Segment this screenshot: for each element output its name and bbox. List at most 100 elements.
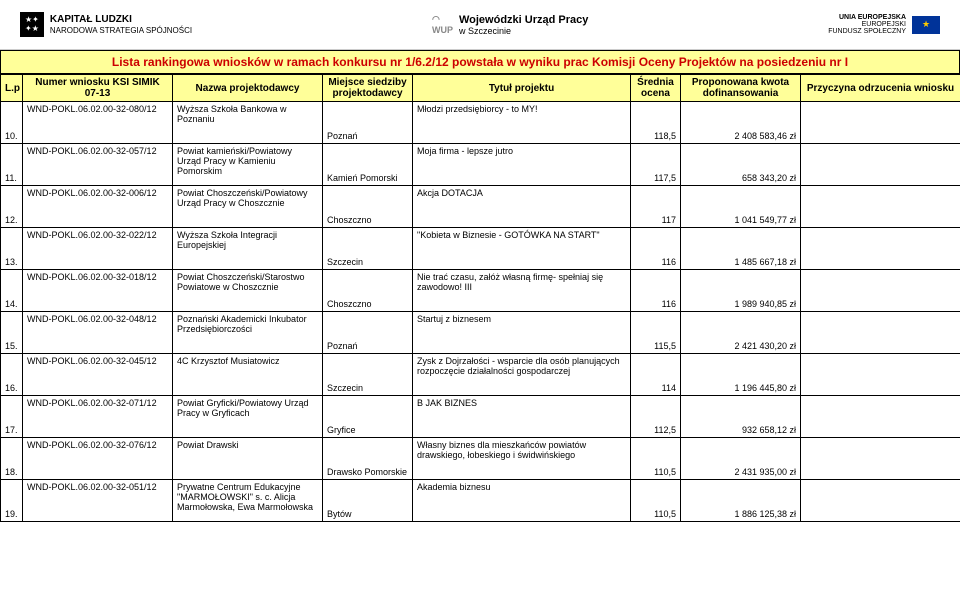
cell-tytul: Własny biznes dla mieszkańców powiatów d… (413, 438, 631, 480)
cell-tytul: B JAK BIZNES (413, 396, 631, 438)
right-logo: UNIA EUROPEJSKA EUROPEJSKI FUNDUSZ SPOŁE… (828, 14, 940, 35)
cell-numer: WND-POKL.06.02.00-32-045/12 (23, 354, 173, 396)
cell-miejsce: Poznań (323, 312, 413, 354)
kapital-ludzki-icon: ★✦✦★ (20, 12, 44, 38)
cell-miejsce: Kamień Pomorski (323, 144, 413, 186)
table-row: 13.WND-POKL.06.02.00-32-022/12Wyższa Szk… (1, 228, 960, 270)
cell-lp: 17. (1, 396, 23, 438)
cell-tytul: Zysk z Dojrzałości - wsparcie dla osób p… (413, 354, 631, 396)
cell-numer: WND-POKL.06.02.00-32-006/12 (23, 186, 173, 228)
wup-arc-icon: ◠WUP (432, 14, 453, 35)
cell-przyczyna (801, 144, 960, 186)
cell-tytul: Młodzi przedsiębiorcy - to MY! (413, 102, 631, 144)
cell-przyczyna (801, 270, 960, 312)
table-row: 10.WND-POKL.06.02.00-32-080/12Wyższa Szk… (1, 102, 960, 144)
cell-ocena: 115,5 (631, 312, 681, 354)
table-row: 12.WND-POKL.06.02.00-32-006/12Powiat Cho… (1, 186, 960, 228)
cell-numer: WND-POKL.06.02.00-32-071/12 (23, 396, 173, 438)
cell-projektodawca: Wyższa Szkoła Integracji Europejskiej (173, 228, 323, 270)
cell-projektodawca: Powiat Drawski (173, 438, 323, 480)
cell-lp: 16. (1, 354, 23, 396)
cell-przyczyna (801, 102, 960, 144)
cell-przyczyna (801, 228, 960, 270)
eu-flag-icon: ★ (912, 16, 940, 34)
cell-ocena: 110,5 (631, 480, 681, 522)
cell-projektodawca: Prywatne Centrum Edukacyjne "MARMOŁOWSKI… (173, 480, 323, 522)
cell-kwota: 658 343,20 zł (681, 144, 801, 186)
cell-lp: 12. (1, 186, 23, 228)
cell-ocena: 118,5 (631, 102, 681, 144)
cell-lp: 14. (1, 270, 23, 312)
cell-projektodawca: Wyższa Szkoła Bankowa w Poznaniu (173, 102, 323, 144)
cell-miejsce: Bytów (323, 480, 413, 522)
cell-lp: 13. (1, 228, 23, 270)
cell-miejsce: Poznań (323, 102, 413, 144)
col-nazwa: Nazwa projektodawcy (173, 75, 323, 102)
left-logo-text: KAPITAŁ LUDZKI NARODOWA STRATEGIA SPÓJNO… (50, 14, 192, 36)
table-row: 15.WND-POKL.06.02.00-32-048/12Poznański … (1, 312, 960, 354)
cell-projektodawca: Poznański Akademicki Inkubator Przedsięb… (173, 312, 323, 354)
col-ocena: Średnia ocena (631, 75, 681, 102)
cell-numer: WND-POKL.06.02.00-32-076/12 (23, 438, 173, 480)
cell-lp: 15. (1, 312, 23, 354)
cell-kwota: 1 041 549,77 zł (681, 186, 801, 228)
right-logo-title: UNIA EUROPEJSKA (828, 14, 906, 21)
cell-ocena: 117,5 (631, 144, 681, 186)
left-logo: ★✦✦★ KAPITAŁ LUDZKI NARODOWA STRATEGIA S… (20, 12, 192, 38)
cell-tytul: Akademia biznesu (413, 480, 631, 522)
cell-przyczyna (801, 354, 960, 396)
cell-ocena: 114 (631, 354, 681, 396)
cell-ocena: 116 (631, 270, 681, 312)
cell-numer: WND-POKL.06.02.00-32-022/12 (23, 228, 173, 270)
col-kwota: Proponowana kwota dofinansowania (681, 75, 801, 102)
right-logo-sub1: EUROPEJSKI (828, 21, 906, 28)
cell-miejsce: Gryfice (323, 396, 413, 438)
col-tytul: Tytuł projektu (413, 75, 631, 102)
cell-kwota: 2 431 935,00 zł (681, 438, 801, 480)
cell-przyczyna (801, 186, 960, 228)
top-logo-bar: ★✦✦★ KAPITAŁ LUDZKI NARODOWA STRATEGIA S… (0, 0, 960, 50)
cell-tytul: Moja firma - lepsze jutro (413, 144, 631, 186)
table-row: 17.WND-POKL.06.02.00-32-071/12Powiat Gry… (1, 396, 960, 438)
cell-projektodawca: Powiat Choszczeński/Powiatowy Urząd Prac… (173, 186, 323, 228)
table-row: 11.WND-POKL.06.02.00-32-057/12Powiat kam… (1, 144, 960, 186)
cell-kwota: 1 886 125,38 zł (681, 480, 801, 522)
right-logo-text: UNIA EUROPEJSKA EUROPEJSKI FUNDUSZ SPOŁE… (828, 14, 906, 35)
right-logo-sub2: FUNDUSZ SPOŁECZNY (828, 28, 906, 35)
cell-miejsce: Szczecin (323, 228, 413, 270)
cell-numer: WND-POKL.06.02.00-32-057/12 (23, 144, 173, 186)
table-row: 19.WND-POKL.06.02.00-32-051/12Prywatne C… (1, 480, 960, 522)
col-przyczyna: Przyczyna odrzucenia wniosku (801, 75, 960, 102)
cell-lp: 18. (1, 438, 23, 480)
col-miejsce: Miejsce siedziby projektodawcy (323, 75, 413, 102)
cell-ocena: 112,5 (631, 396, 681, 438)
cell-kwota: 1 485 667,18 zł (681, 228, 801, 270)
cell-kwota: 1 196 445,80 zł (681, 354, 801, 396)
cell-przyczyna (801, 312, 960, 354)
center-logo-title: Wojewódzki Urząd Pracy (459, 14, 588, 26)
cell-kwota: 2 408 583,46 zł (681, 102, 801, 144)
left-logo-title: KAPITAŁ LUDZKI (50, 14, 192, 26)
cell-miejsce: Choszczno (323, 186, 413, 228)
cell-lp: 19. (1, 480, 23, 522)
document-title: Lista rankingowa wniosków w ramach konku… (0, 50, 960, 74)
ranking-table: L.p Numer wniosku KSI SIMIK 07-13 Nazwa … (0, 74, 960, 522)
col-numer: Numer wniosku KSI SIMIK 07-13 (23, 75, 173, 102)
left-logo-sub: NARODOWA STRATEGIA SPÓJNOŚCI (50, 26, 192, 36)
cell-ocena: 116 (631, 228, 681, 270)
center-logo-sub: w Szczecinie (459, 26, 588, 36)
cell-przyczyna (801, 480, 960, 522)
cell-miejsce: Drawsko Pomorskie (323, 438, 413, 480)
cell-przyczyna (801, 438, 960, 480)
cell-tytul: Nie trać czasu, załóż własną firmę- speł… (413, 270, 631, 312)
cell-ocena: 117 (631, 186, 681, 228)
cell-projektodawca: 4C Krzysztof Musiatowicz (173, 354, 323, 396)
col-lp: L.p (1, 75, 23, 102)
cell-przyczyna (801, 396, 960, 438)
table-row: 14.WND-POKL.06.02.00-32-018/12Powiat Cho… (1, 270, 960, 312)
cell-miejsce: Choszczno (323, 270, 413, 312)
cell-kwota: 2 421 430,20 zł (681, 312, 801, 354)
cell-numer: WND-POKL.06.02.00-32-080/12 (23, 102, 173, 144)
cell-projektodawca: Powiat Choszczeński/Starostwo Powiatowe … (173, 270, 323, 312)
center-logo-text: Wojewódzki Urząd Pracy w Szczecinie (459, 14, 588, 36)
